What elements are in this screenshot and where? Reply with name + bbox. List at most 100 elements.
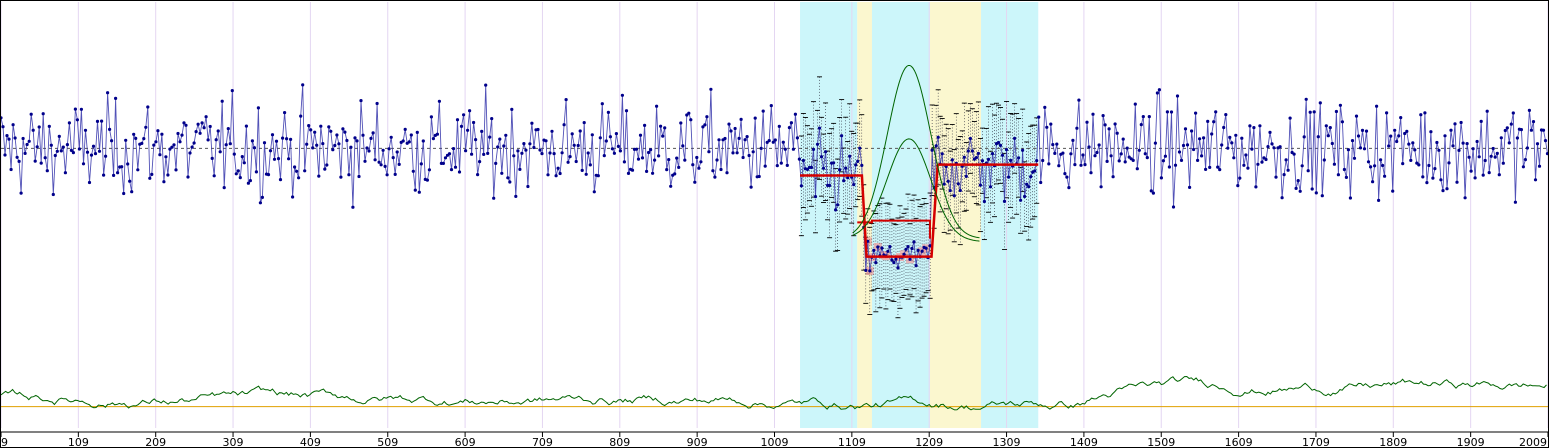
signal-point bbox=[1375, 104, 1379, 108]
signal-point bbox=[1322, 158, 1326, 162]
signal-point bbox=[858, 146, 862, 150]
signal-point bbox=[624, 109, 629, 113]
signal-point bbox=[1346, 148, 1350, 152]
signal-point bbox=[809, 165, 814, 170]
signal-point bbox=[502, 144, 506, 148]
signal-point bbox=[427, 168, 431, 172]
signal-point bbox=[779, 161, 783, 165]
signal-point bbox=[379, 163, 383, 167]
signal-point bbox=[162, 180, 166, 184]
signal-point bbox=[369, 136, 373, 140]
signal-point bbox=[1075, 126, 1079, 130]
signal-point bbox=[114, 96, 118, 100]
signal-point bbox=[516, 149, 520, 153]
signal-point bbox=[152, 143, 156, 147]
signal-point bbox=[1167, 165, 1171, 169]
signal-point bbox=[79, 107, 83, 111]
signal-point bbox=[214, 138, 218, 142]
signal-point bbox=[407, 140, 411, 144]
signal-point bbox=[35, 145, 39, 149]
signal-point bbox=[301, 83, 305, 87]
signal-point bbox=[998, 143, 1003, 147]
signal-point bbox=[1358, 146, 1363, 150]
signal-point bbox=[136, 168, 140, 172]
signal-point bbox=[693, 180, 697, 184]
signal-point bbox=[100, 119, 104, 123]
signal-point bbox=[33, 159, 37, 163]
signal-point bbox=[41, 112, 45, 116]
signal-point bbox=[791, 147, 796, 151]
signal-point bbox=[1065, 175, 1069, 179]
signal-point bbox=[349, 145, 353, 149]
signal-point bbox=[1041, 158, 1045, 163]
signal-point bbox=[1473, 176, 1477, 180]
signal-point bbox=[413, 188, 417, 192]
x-tick-label-1309: 1309 bbox=[993, 436, 1021, 448]
signal-point bbox=[1379, 158, 1383, 162]
signal-point bbox=[1149, 189, 1153, 193]
signal-point bbox=[934, 144, 938, 148]
signal-point bbox=[156, 129, 160, 133]
signal-point bbox=[120, 165, 124, 169]
signal-point bbox=[1147, 115, 1151, 119]
signal-point bbox=[1171, 205, 1176, 209]
signal-point bbox=[711, 169, 715, 173]
signal-point bbox=[767, 139, 771, 143]
signal-point bbox=[1175, 94, 1180, 98]
signal-point bbox=[520, 151, 524, 155]
signal-point bbox=[1228, 135, 1232, 139]
signal-point bbox=[1292, 152, 1296, 156]
signal-point bbox=[777, 124, 781, 128]
signal-point bbox=[240, 155, 244, 159]
signal-point bbox=[1095, 150, 1099, 155]
signal-point bbox=[256, 106, 260, 110]
signal-point bbox=[1071, 138, 1075, 142]
signal-point bbox=[860, 163, 864, 167]
signal-point bbox=[73, 107, 77, 111]
signal-point bbox=[914, 264, 918, 268]
signal-point bbox=[699, 160, 703, 164]
signal-point bbox=[174, 168, 178, 172]
signal-point bbox=[1033, 169, 1037, 173]
signal-point bbox=[1501, 161, 1505, 165]
signal-point bbox=[371, 131, 375, 135]
signal-point bbox=[1240, 136, 1244, 140]
bell-curve bbox=[852, 64, 980, 242]
x-tick-label-2009: 2009 bbox=[1519, 436, 1547, 448]
signal-point bbox=[1417, 163, 1421, 167]
signal-point bbox=[1425, 181, 1429, 185]
signal-point bbox=[775, 164, 779, 168]
signal-point bbox=[980, 159, 985, 163]
signal-point bbox=[902, 252, 906, 256]
signal-point bbox=[753, 116, 757, 120]
signal-point bbox=[888, 245, 892, 249]
signal-point bbox=[321, 142, 325, 146]
signal-point bbox=[1401, 162, 1405, 166]
region-4 bbox=[981, 2, 1039, 428]
signal-point bbox=[741, 155, 745, 160]
signal-point bbox=[1258, 124, 1262, 128]
signal-series bbox=[0, 83, 1549, 273]
signal-point bbox=[385, 173, 389, 177]
signal-point bbox=[795, 136, 800, 140]
signal-point bbox=[769, 104, 773, 108]
signal-point bbox=[1507, 141, 1511, 145]
signal-point bbox=[1153, 141, 1157, 145]
signal-point bbox=[966, 149, 970, 153]
signal-point bbox=[363, 159, 367, 163]
signal-point bbox=[337, 142, 341, 146]
signal-point bbox=[1302, 135, 1306, 139]
signal-point bbox=[389, 135, 393, 139]
signal-point bbox=[31, 128, 35, 132]
x-tick-label-1709: 1709 bbox=[1302, 436, 1330, 448]
signal-point bbox=[164, 155, 168, 159]
signal-point bbox=[1348, 196, 1352, 200]
signal-point bbox=[526, 184, 530, 189]
signal-point bbox=[51, 192, 55, 197]
signal-point bbox=[1198, 137, 1202, 141]
signal-point bbox=[1238, 176, 1242, 180]
signal-point bbox=[1025, 182, 1029, 186]
signal-point bbox=[464, 149, 468, 153]
signal-point bbox=[361, 133, 365, 137]
signal-point bbox=[270, 133, 275, 137]
